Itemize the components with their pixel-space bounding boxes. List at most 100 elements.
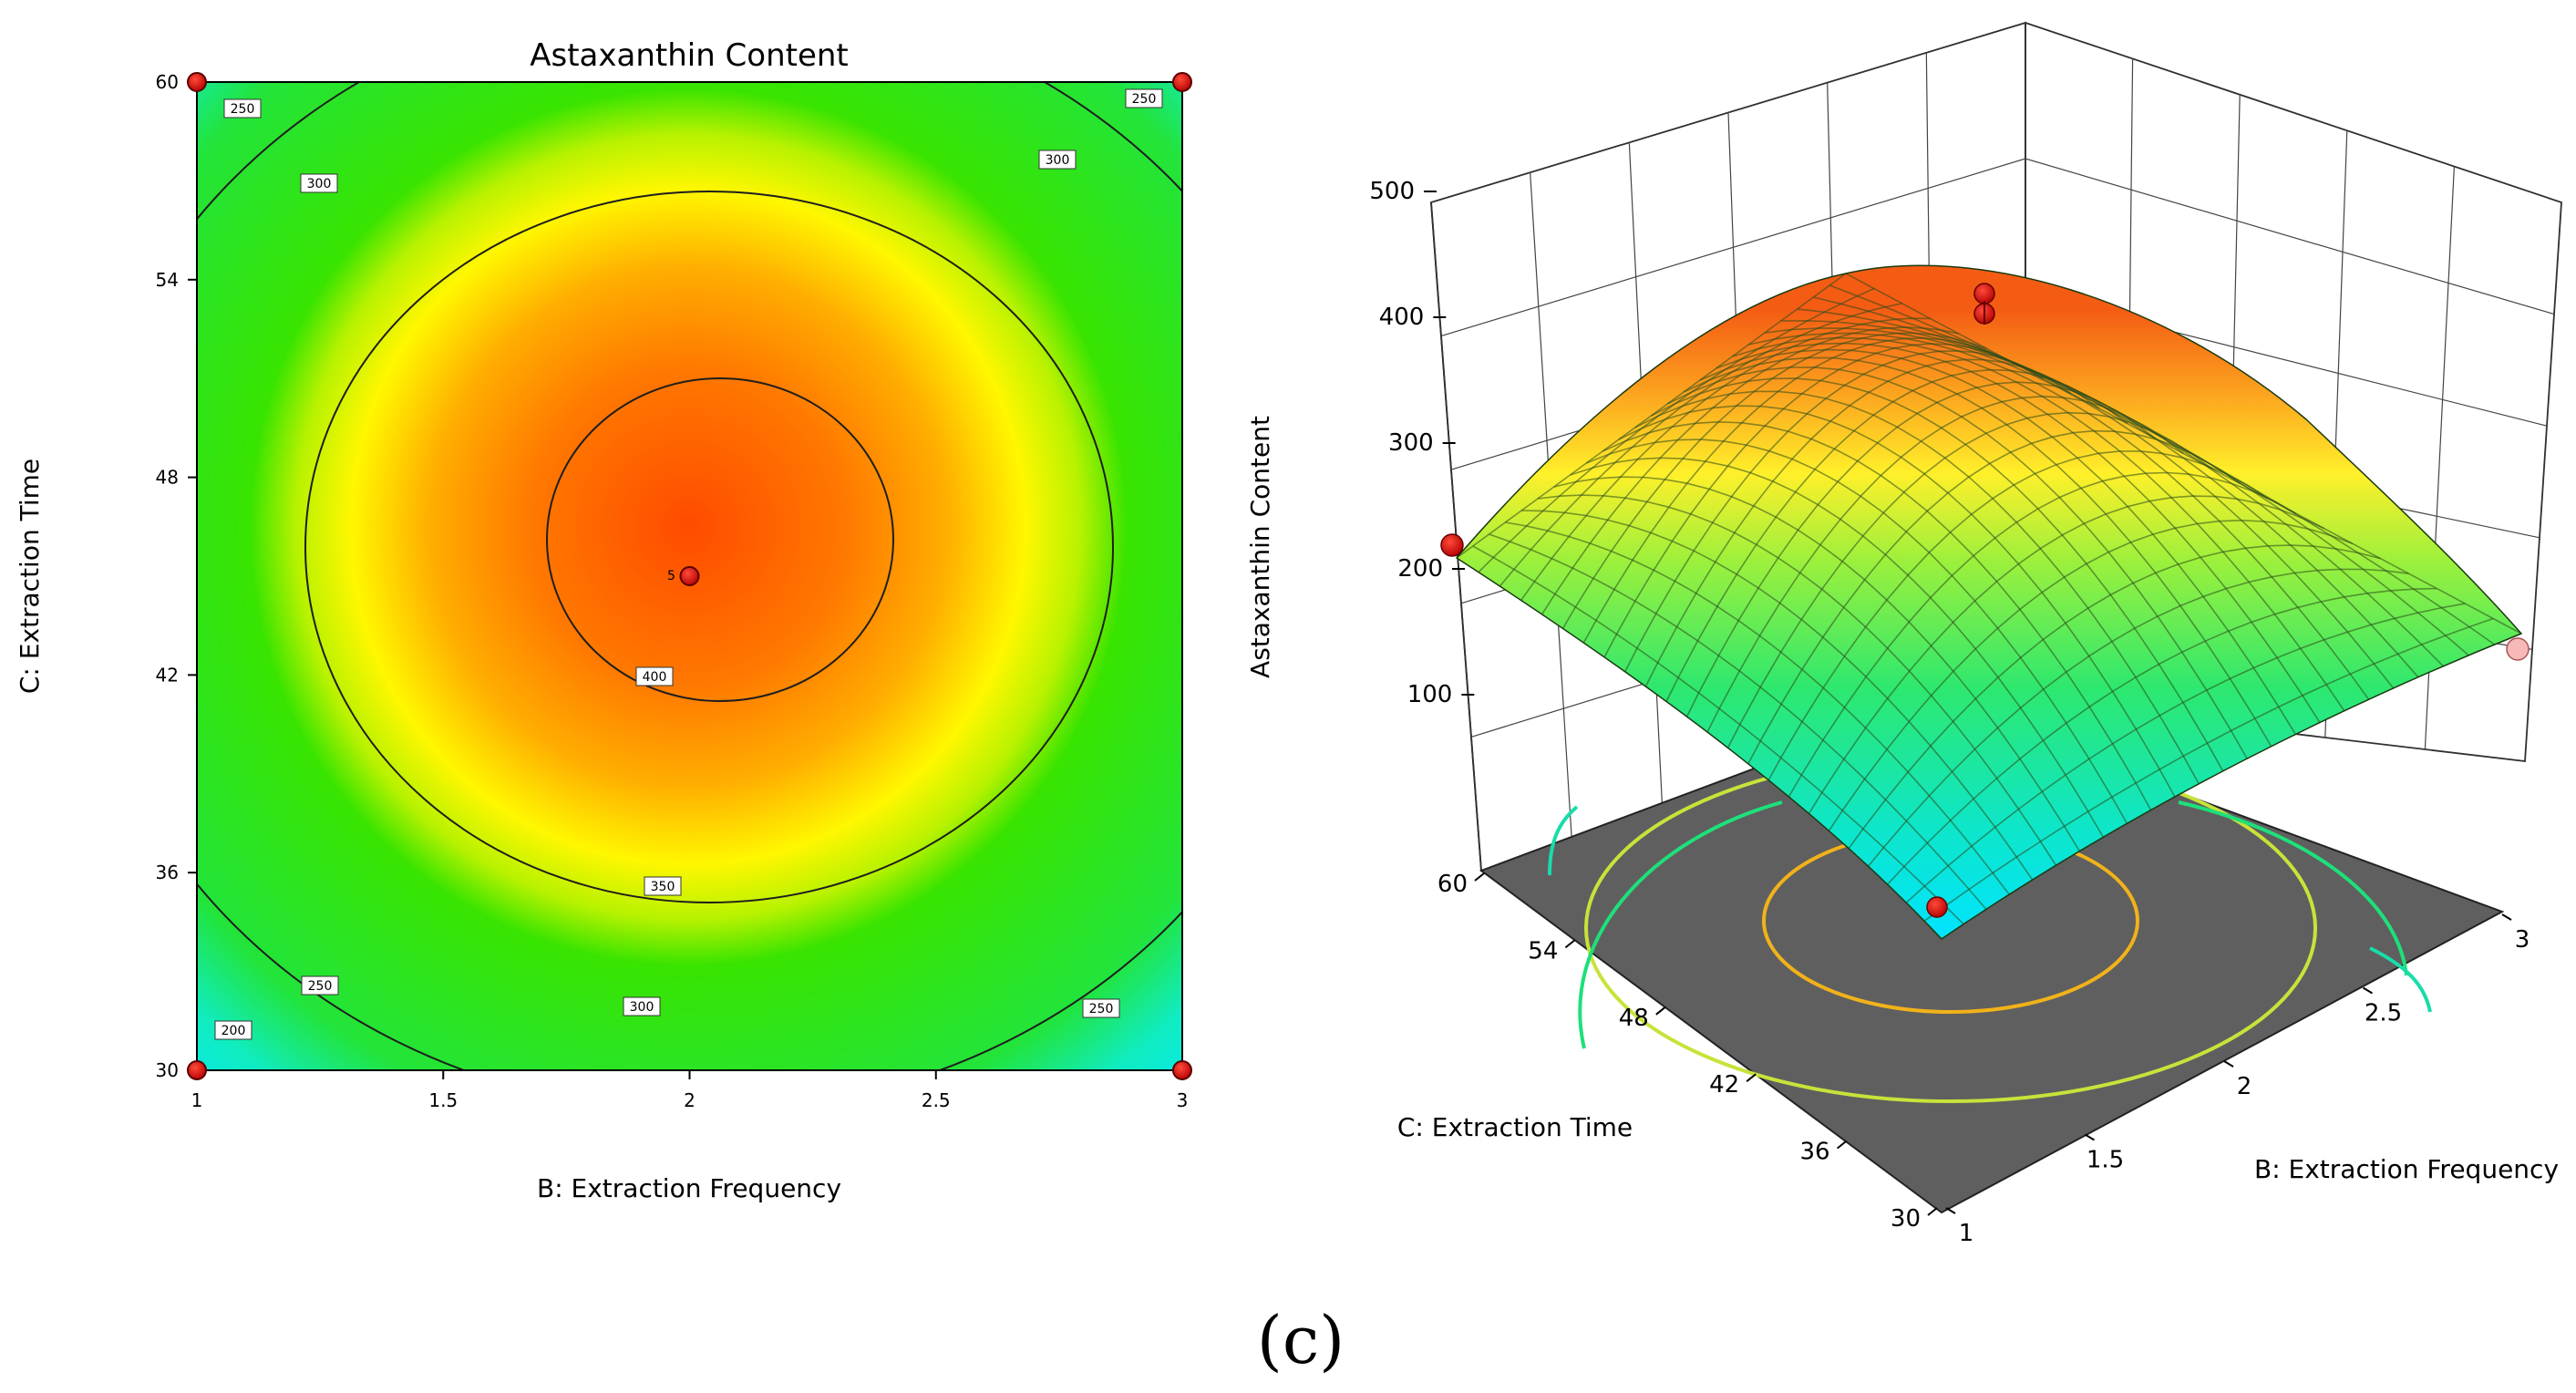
y-axis: 30 36 42 48 54 60 bbox=[156, 71, 197, 1081]
floor-x-tick-mark bbox=[2223, 1060, 2234, 1068]
floor-x-tick-label: 2.5 bbox=[2365, 1000, 2402, 1027]
contour-line-400 bbox=[546, 377, 894, 702]
surface-point bbox=[1973, 283, 1995, 304]
design-point bbox=[1172, 1060, 1192, 1080]
contour-label: 250 bbox=[1125, 88, 1163, 108]
surface-mesh-lines bbox=[1457, 273, 2521, 939]
y-tick-label: 60 bbox=[156, 71, 179, 93]
contour-label-text: 250 bbox=[308, 979, 333, 994]
contour-labels: 250 250 300 300 400 350 250 300 250 200 bbox=[214, 88, 1163, 1040]
floor-y-tick-mark bbox=[1564, 939, 1576, 949]
floor-x-tick-mark bbox=[2501, 913, 2512, 921]
y-tick-label: 30 bbox=[156, 1059, 179, 1081]
floor-x-tick-mark bbox=[1945, 1207, 1956, 1214]
design-point bbox=[187, 1060, 207, 1080]
contour-label-text: 400 bbox=[643, 670, 667, 685]
mesh-line bbox=[1472, 545, 1967, 927]
contour-label: 250 bbox=[301, 975, 339, 996]
surface-y-axis-label: C: Extraction Time bbox=[1397, 1112, 1633, 1142]
contour-line-350 bbox=[304, 191, 1114, 903]
mesh-line bbox=[1489, 533, 1991, 914]
floor-y-tick-label: 30 bbox=[1891, 1205, 1921, 1233]
z-tick-label: 400 bbox=[1379, 304, 1425, 331]
mesh-line bbox=[1880, 587, 2437, 893]
design-point bbox=[187, 72, 207, 92]
surface-design-points bbox=[1440, 283, 2530, 918]
x-tick-label: 3 bbox=[1177, 1089, 1189, 1111]
surface-point bbox=[1440, 533, 1464, 557]
floor-y-tick-mark bbox=[1474, 872, 1485, 882]
floor-y-tick-mark bbox=[1746, 1073, 1757, 1082]
floor-y-tick-label: 42 bbox=[1709, 1071, 1739, 1099]
x-axis: 1 1.5 2 2.5 3 bbox=[191, 1070, 1189, 1111]
z-tick-label: 300 bbox=[1388, 429, 1434, 457]
contour-label-text: 300 bbox=[1046, 153, 1070, 168]
z-axis-label: Astaxanthin Content bbox=[1245, 416, 1275, 678]
y-tick-label: 54 bbox=[156, 269, 179, 291]
floor-x-tick-mark bbox=[2084, 1133, 2096, 1141]
surface-x-axis-label: B: Extraction Frequency bbox=[2254, 1154, 2559, 1184]
floor-x-tick-label: 1 bbox=[1959, 1220, 1974, 1247]
contour-label: 350 bbox=[644, 876, 682, 896]
contour-label-text: 350 bbox=[651, 880, 675, 894]
mesh-line bbox=[1505, 521, 2015, 902]
z-tick-label: 200 bbox=[1397, 555, 1443, 583]
floor-x-tick-label: 2 bbox=[2237, 1073, 2252, 1100]
floor-y-tick-label: 48 bbox=[1619, 1005, 1649, 1032]
contour-label: 250 bbox=[223, 98, 262, 119]
contour-label: 250 bbox=[1082, 998, 1120, 1018]
y-tick-label: 48 bbox=[156, 467, 179, 489]
floor-y-tick-mark bbox=[1927, 1207, 1938, 1216]
x-tick-label: 1 bbox=[191, 1089, 203, 1111]
surface-outline bbox=[1455, 264, 2523, 940]
floor-x-ticks: 1 1.5 2 2.5 3 bbox=[1945, 913, 2530, 1247]
floor-x-tick-label: 1.5 bbox=[2087, 1147, 2124, 1174]
mesh-line bbox=[1521, 510, 2039, 889]
z-axis-ticks: 100 200 300 400 500 bbox=[1369, 178, 1475, 708]
y-tick-label: 42 bbox=[156, 664, 179, 686]
contour-label: 300 bbox=[623, 996, 661, 1016]
surface-plot: 100 200 300 400 500 1 1.5 2 2.5 3 30 36 42 48 54 60 A… bbox=[1245, 21, 2562, 1247]
x-axis-label: B: Extraction Frequency bbox=[537, 1173, 841, 1203]
floor-y-tick-mark bbox=[1655, 1006, 1666, 1016]
contour-label-text: 250 bbox=[1089, 1002, 1114, 1016]
floor-y-tick-label: 60 bbox=[1437, 871, 1468, 898]
x-tick-label: 1.5 bbox=[428, 1089, 458, 1111]
response-surface bbox=[1457, 265, 2521, 939]
contour-label-text: 250 bbox=[1132, 92, 1157, 107]
surface-mesh bbox=[1455, 264, 2523, 940]
z-tick-label: 100 bbox=[1407, 681, 1453, 708]
contour-label: 300 bbox=[1038, 150, 1077, 170]
mesh-line bbox=[1901, 603, 2466, 908]
figure-caption: (c) bbox=[1257, 1302, 1345, 1378]
floor-contour bbox=[1548, 805, 2432, 1013]
contour-label: 300 bbox=[300, 173, 338, 193]
floor-x-tick-mark bbox=[2362, 986, 2374, 995]
floor-contours bbox=[1548, 753, 2432, 1103]
contour-lines bbox=[197, 82, 1182, 1070]
design-point bbox=[679, 566, 700, 586]
contour-label: 400 bbox=[635, 666, 674, 686]
contour-label-text: 300 bbox=[307, 177, 332, 191]
floor-y-tick-mark bbox=[1836, 1140, 1848, 1150]
contour-label-text: 250 bbox=[231, 102, 255, 117]
floor-y-ticks: 30 36 42 48 54 60 bbox=[1437, 871, 1938, 1233]
floor-x-tick-label: 3 bbox=[2515, 926, 2530, 954]
surface-point bbox=[1926, 896, 1948, 918]
contour-label: 200 bbox=[214, 1020, 252, 1040]
design-point bbox=[1172, 72, 1192, 92]
y-tick-label: 36 bbox=[156, 862, 179, 883]
design-points bbox=[187, 72, 1192, 1080]
mesh-line bbox=[1921, 617, 2494, 924]
contour-plot: Astaxanthin Content 250 250 300 300 400 … bbox=[15, 37, 1192, 1203]
contour-title: Astaxanthin Content bbox=[530, 37, 849, 74]
floor-y-tick-label: 36 bbox=[1800, 1139, 1830, 1166]
x-tick-label: 2 bbox=[684, 1089, 696, 1111]
center-point-count: 5 bbox=[667, 569, 675, 583]
surface-point bbox=[2506, 637, 2530, 661]
y-axis-label: C: Extraction Time bbox=[15, 459, 45, 694]
contour-label-text: 300 bbox=[630, 1000, 654, 1015]
floor-y-tick-label: 54 bbox=[1528, 937, 1558, 965]
contour-label-text: 200 bbox=[222, 1024, 246, 1038]
